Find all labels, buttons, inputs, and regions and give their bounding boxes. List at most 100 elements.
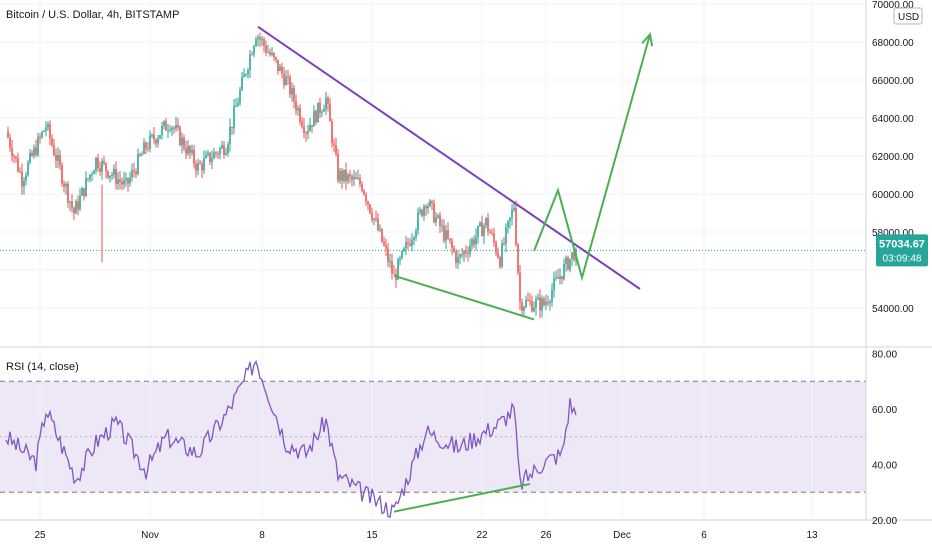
candle-body [275,57,277,60]
projection-path[interactable] [533,34,651,282]
currency-box[interactable] [893,7,923,25]
candle-body [269,52,271,55]
candle-body [245,74,247,76]
resistance-trendline[interactable] [257,25,641,290]
candle-body [273,53,275,58]
candle-body [75,201,77,214]
candle-body [415,230,417,238]
candle-body [253,46,255,55]
candle-body [447,230,449,239]
candle-body [137,154,139,175]
candle-body [113,168,115,176]
candle-body [571,252,573,259]
candle-body [177,124,179,128]
candle-body [403,248,405,251]
candle-body [203,158,205,171]
currency-label[interactable]: USD [893,7,923,25]
candle-body [335,145,337,155]
candle-body [143,142,145,155]
candle-body [85,178,87,196]
candle-body [187,146,189,154]
price-grid [0,0,866,346]
candle-body [33,147,35,156]
candle-body [69,201,71,203]
rsi-divergence-line[interactable] [393,482,531,513]
candle-body [429,200,431,206]
candle-body [513,207,515,210]
candle-body [431,200,433,204]
candle-body [215,152,217,154]
candle-body [101,161,103,172]
time-axis[interactable]: 25 Nov 8 15 22 26 Dec 6 13 [34,530,818,541]
candle-body [479,222,481,226]
candle-body [123,179,125,185]
candle-body [535,299,537,308]
price-candles [0,32,866,319]
candle-body [529,300,531,302]
candle-body [549,301,551,304]
candle-body [565,257,567,265]
candle-body [435,217,437,223]
candle-body [265,45,267,53]
candle-body [99,168,101,172]
candle-body [285,76,287,86]
candle-body [283,73,285,86]
candle-body [541,298,543,311]
candle-body [525,300,527,307]
candle-body [371,212,373,220]
rsi-axis-tick-label: 20.00 [872,516,897,527]
bar-countdown: 03:09:48 [883,253,922,264]
candle-body [433,203,435,223]
time-axis-tick-label: 13 [806,530,818,541]
time-axis-tick-label: Dec [613,530,631,541]
candle-body [557,277,559,279]
candle-body [63,183,65,187]
candle-body [365,194,367,202]
candle-body [407,242,409,245]
candle-body [73,207,75,214]
candle-body [23,180,25,187]
candle-body [561,276,563,280]
candle-body [315,110,317,123]
candle-body [295,101,297,111]
candle-body [521,302,523,311]
candle-body [343,169,345,181]
candle-body [263,39,265,46]
candle-body [277,59,279,72]
candle-body [333,143,335,146]
candle-body [469,245,471,254]
price-axis-tick-label: 54000.00 [872,304,914,315]
candle-body [329,103,331,122]
candle-body [401,250,403,259]
candle-body [373,218,375,220]
candle-body [155,139,157,144]
candle-body [547,301,549,304]
candle-body [153,134,155,140]
candle-body [247,69,249,75]
candle-body [517,244,519,273]
candle-body [53,145,55,156]
candle-body [31,152,33,156]
candle-body [387,248,389,263]
candle-body [65,183,67,187]
candle-body [507,221,509,228]
rsi-axis[interactable]: 20.00 40.00 60.00 80.00 [872,350,897,527]
candle-body [185,148,187,154]
support-trendline[interactable] [393,274,535,321]
candle-body [169,129,171,131]
candle-body [193,149,195,164]
candle-body [477,225,479,237]
candle-body [491,233,493,235]
candle-body [339,170,341,181]
candle-body [567,257,569,270]
candle-body [9,137,11,148]
candle-body [95,157,97,171]
candle-body [437,215,439,218]
candle-body [281,66,283,74]
candle-body [47,124,49,128]
candle-body [551,290,553,302]
candle-body [393,273,395,275]
candle-body [443,225,445,241]
candle-body [163,121,165,126]
price-axis[interactable]: 54000.00 58000.00 60000.00 62000.00 64000.00… [872,0,914,315]
